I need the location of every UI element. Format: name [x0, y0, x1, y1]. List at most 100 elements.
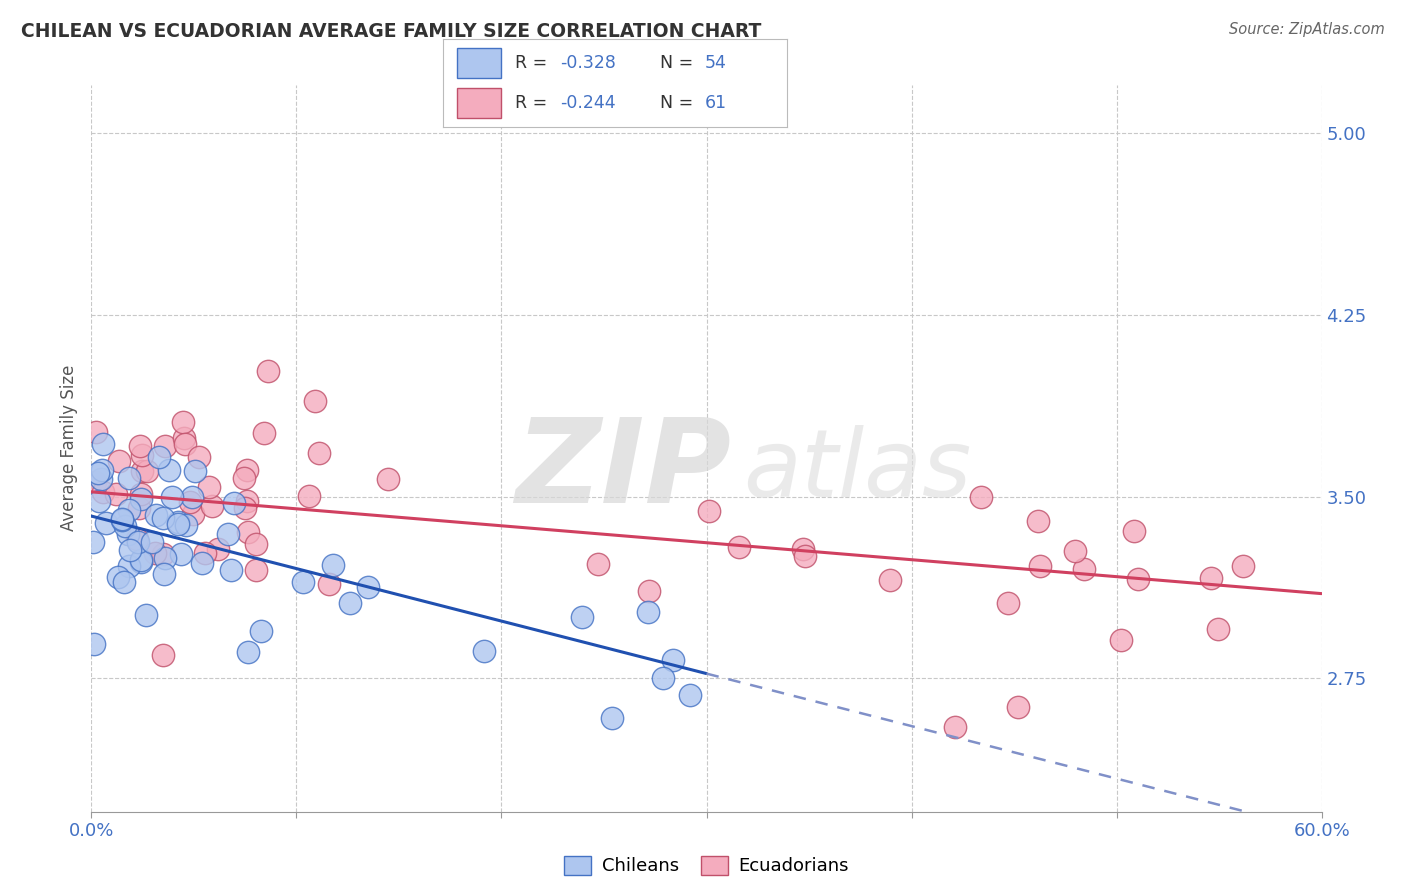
Point [91, 463, 114, 477]
Point [131, 553, 153, 567]
Point [91, 484, 114, 499]
Point [118, 502, 141, 516]
Point [91, 437, 114, 451]
Point [197, 480, 219, 494]
Point [256, 364, 278, 378]
Point [90, 472, 112, 486]
Point [145, 546, 167, 560]
Point [1073, 562, 1095, 576]
Point [232, 471, 254, 485]
Point [1063, 543, 1085, 558]
Point [117, 527, 139, 541]
Point [637, 605, 659, 619]
Text: Source: ZipAtlas.com: Source: ZipAtlas.com [1229, 22, 1385, 37]
Point [181, 490, 204, 504]
Point [1199, 571, 1222, 585]
Point [120, 543, 142, 558]
Point [111, 512, 134, 526]
Point [118, 471, 141, 485]
Text: CHILEAN VS ECUADORIAN AVERAGE FAMILY SIZE CORRELATION CHART: CHILEAN VS ECUADORIAN AVERAGE FAMILY SIZ… [21, 22, 762, 41]
Point [131, 464, 153, 478]
Point [167, 516, 190, 531]
Point [167, 515, 190, 529]
Point [236, 493, 259, 508]
Point [308, 445, 330, 459]
Point [160, 490, 183, 504]
Point [191, 557, 214, 571]
Point [136, 464, 159, 478]
Point [155, 439, 177, 453]
Point [1206, 622, 1229, 636]
Y-axis label: Average Family Size: Average Family Size [59, 365, 77, 532]
Point [792, 542, 814, 557]
Point [181, 507, 204, 521]
Point [152, 648, 174, 663]
Point [1109, 633, 1132, 648]
Point [131, 448, 153, 462]
Point [253, 426, 276, 441]
Point [1232, 559, 1254, 574]
Point [217, 526, 239, 541]
Point [318, 577, 340, 591]
Point [292, 574, 315, 589]
Point [135, 608, 157, 623]
Point [179, 494, 201, 508]
Point [679, 688, 702, 702]
Point [141, 535, 163, 549]
Text: N =: N = [659, 54, 699, 72]
Point [112, 575, 135, 590]
Text: R =: R = [515, 94, 553, 112]
Point [83, 637, 105, 651]
Point [201, 500, 224, 514]
Point [1122, 524, 1144, 538]
Text: atlas: atlas [744, 425, 972, 516]
Point [194, 546, 217, 560]
Text: -0.328: -0.328 [560, 54, 616, 72]
Point [131, 487, 153, 501]
Point [472, 643, 495, 657]
Point [86, 425, 108, 439]
FancyBboxPatch shape [457, 48, 502, 78]
Point [298, 489, 321, 503]
Point [207, 541, 229, 556]
Point [118, 559, 141, 574]
Point [637, 584, 659, 599]
Text: ZIP: ZIP [515, 412, 731, 527]
Point [174, 517, 197, 532]
Point [1126, 573, 1149, 587]
Point [125, 533, 148, 547]
Point [108, 454, 131, 468]
Point [152, 511, 174, 525]
Point [879, 573, 901, 587]
Point [697, 504, 720, 518]
Point [322, 558, 344, 573]
Point [157, 463, 180, 477]
Point [245, 536, 267, 550]
Point [1026, 514, 1049, 528]
Point [997, 597, 1019, 611]
Point [377, 472, 399, 486]
Text: 54: 54 [704, 54, 727, 72]
Point [187, 450, 209, 464]
Point [87, 493, 110, 508]
Point [219, 564, 242, 578]
Point [152, 547, 174, 561]
Point [128, 500, 150, 515]
Point [114, 519, 136, 533]
Legend: Chileans, Ecuadorians: Chileans, Ecuadorians [557, 849, 856, 883]
Point [148, 450, 170, 465]
Point [662, 653, 685, 667]
Point [96, 516, 118, 531]
Point [173, 431, 195, 445]
Point [170, 547, 193, 561]
Point [84, 475, 107, 489]
Point [127, 535, 149, 549]
Point [304, 394, 326, 409]
Point [943, 720, 966, 734]
Point [339, 596, 361, 610]
Text: R =: R = [515, 54, 553, 72]
Point [111, 513, 134, 527]
Point [82, 534, 104, 549]
Point [236, 645, 259, 659]
Point [222, 495, 245, 509]
